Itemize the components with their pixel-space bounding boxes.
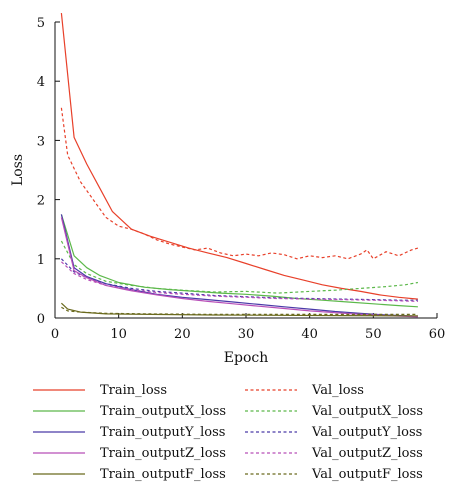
legend-item-val-outputy-loss: Val_outputY_loss [245, 425, 422, 440]
x-tick-label: 0 [51, 327, 59, 342]
series-line-val-outputf-loss [61, 306, 418, 315]
legend-item-train-loss: Train_loss [33, 383, 167, 398]
legend-label: Val_loss [311, 383, 364, 398]
x-tick-label: 40 [301, 327, 318, 342]
y-axis-title: Loss [10, 154, 26, 186]
y-tick-label: 2 [37, 194, 45, 209]
legend-item-train-outputf-loss: Train_outputF_loss [33, 467, 226, 482]
legend: Train_loss Val_loss Train_outputX_loss Val_… [33, 383, 423, 482]
legend-label: Val_outputF_loss [311, 467, 423, 482]
legend-item-train-outputz-loss: Train_outputZ_loss [33, 446, 226, 461]
legend-label: Train_outputZ_loss [100, 446, 226, 461]
series-line-train-loss [60, 13, 418, 300]
legend-item-val-outputx-loss: Val_outputX_loss [245, 404, 423, 419]
series-line-train-outputy-loss [60, 214, 418, 317]
legend-label: Val_outputZ_loss [311, 446, 423, 461]
x-tick-label: 60 [429, 327, 446, 342]
x-tick-label: 10 [110, 327, 127, 342]
legend-item-train-outputx-loss: Train_outputX_loss [33, 404, 226, 419]
x-axis-title: Epoch [224, 350, 268, 366]
legend-label: Train_loss [100, 383, 167, 398]
series-line-train-outputx-loss [60, 214, 418, 308]
series-line-val-outputz-loss [60, 261, 418, 302]
series-line-train-outputz-loss [60, 217, 418, 318]
x-tick-label: 30 [238, 327, 255, 342]
legend-item-val-loss: Val_loss [245, 383, 364, 398]
legend-item-train-outputy-loss: Train_outputY_loss [33, 425, 225, 440]
y-tick-label: 0 [37, 312, 45, 327]
series-line-val-outputx-loss [60, 240, 419, 294]
legend-label: Train_outputX_loss [100, 404, 226, 419]
x-tick-label: 50 [365, 327, 382, 342]
legend-label: Val_outputX_loss [311, 404, 423, 419]
y-tick-label: 5 [37, 16, 45, 31]
x-tick-label: 20 [174, 327, 191, 342]
series-line-val-loss [60, 107, 419, 260]
legend-label: Train_outputY_loss [100, 425, 225, 440]
legend-label: Val_outputY_loss [311, 425, 422, 440]
y-tick-label: 4 [37, 75, 45, 90]
y-tick-label: 3 [37, 134, 45, 149]
axes: 0 10 20 30 40 50 60 0 1 2 3 4 5 [37, 16, 446, 342]
y-tick-label: 1 [37, 253, 45, 268]
legend-label: Train_outputF_loss [100, 467, 226, 482]
legend-item-val-outputz-loss: Val_outputZ_loss [245, 446, 423, 461]
legend-item-val-outputf-loss: Val_outputF_loss [245, 467, 423, 482]
series-layer [60, 13, 419, 318]
